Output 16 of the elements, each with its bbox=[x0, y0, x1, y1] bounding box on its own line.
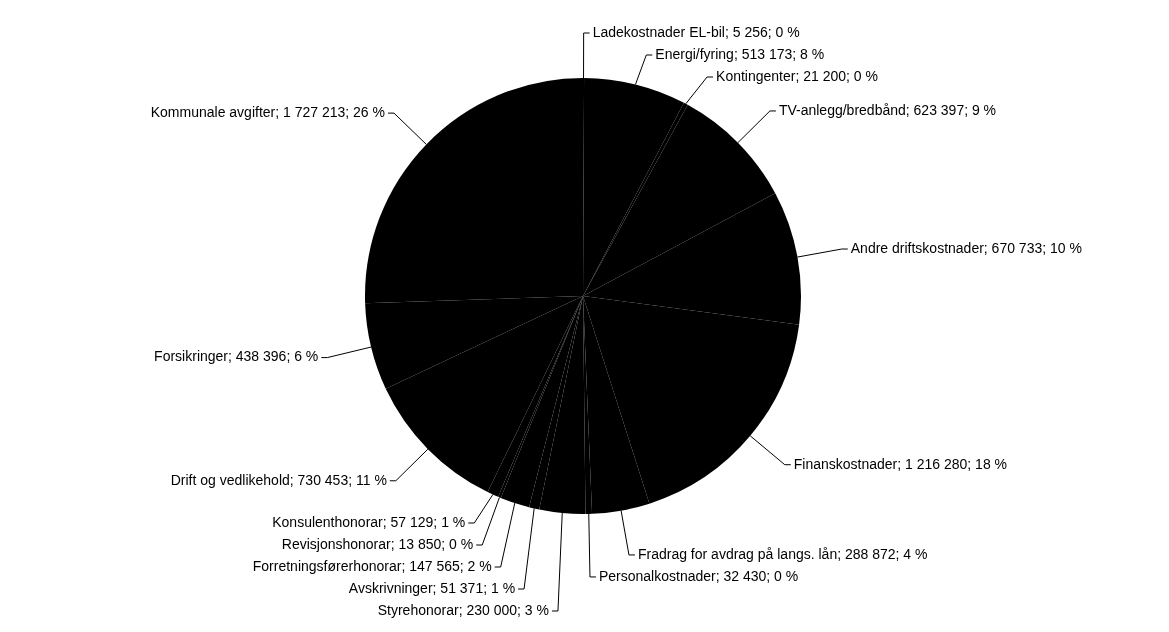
slice-label: Kontingenter; 21 200; 0 % bbox=[716, 67, 878, 84]
slice-label: TV-anlegg/bredbånd; 623 397; 9 % bbox=[778, 101, 997, 118]
slice-label: Forretningsførerhonorar; 147 565; 2 % bbox=[252, 557, 492, 574]
slice-label: Styrehonorar; 230 000; 3 % bbox=[377, 601, 549, 618]
slice-label: Konsulenthonorar; 57 129; 1 % bbox=[272, 513, 466, 530]
slice-label: Ladekostnader EL-bil; 5 256; 0 % bbox=[592, 23, 800, 40]
slice-label: Energi/fyring; 513 173; 8 % bbox=[655, 45, 825, 62]
slice-label: Andre driftskostnader; 670 733; 10 % bbox=[850, 239, 1082, 256]
slice-label: Fradrag for avdrag på langs. lån; 288 872; 4 % bbox=[637, 545, 928, 562]
slice-label: Personalkostnader; 32 430; 0 % bbox=[598, 567, 799, 584]
slice-label: Finanskostnader; 1 216 280; 18 % bbox=[793, 455, 1008, 472]
slice-label: Kommunale avgifter; 1 727 213; 26 % bbox=[150, 103, 385, 120]
slice-label: Avskrivninger; 51 371; 1 % bbox=[348, 579, 516, 596]
slice-label: Drift og vedlikehold; 730 453; 11 % bbox=[170, 471, 387, 488]
slice-label: Revisjonshonorar; 13 850; 0 % bbox=[281, 535, 474, 552]
slice-label: Forsikringer; 438 396; 6 % bbox=[154, 348, 319, 365]
